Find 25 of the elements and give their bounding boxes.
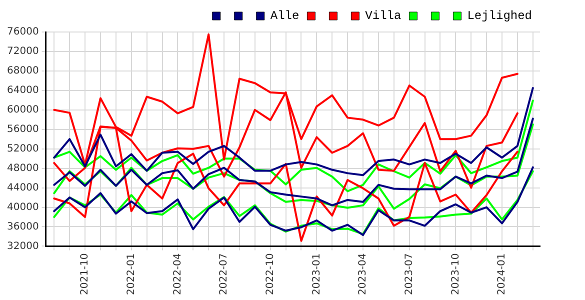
y-tick-label: 44000 <box>7 182 39 194</box>
y-tick-label: 48000 <box>7 162 39 174</box>
y-tick-label: 68000 <box>7 66 39 77</box>
x-tick-label: 2022-10 <box>264 253 276 296</box>
legend-label: Villa <box>365 9 402 24</box>
x-tick-label: 2024-01 <box>496 253 508 296</box>
y-tick-label: 32000 <box>7 240 39 252</box>
x-tick-label: 2021-10 <box>80 253 91 296</box>
x-tick-label: 2022-07 <box>218 253 230 296</box>
x-tick-label: 2023-10 <box>450 253 462 296</box>
y-tick-label: 72000 <box>7 46 39 58</box>
x-tick-label: 2022-01 <box>126 253 137 296</box>
y-tick-label: 40000 <box>7 202 39 213</box>
y-tick-label: 56000 <box>7 124 39 135</box>
x-tick-label: 2023-01 <box>311 253 322 296</box>
x-tick-label: 2023-04 <box>358 253 369 296</box>
y-tick-label: 60000 <box>7 104 39 116</box>
y-tick-label: 52000 <box>7 143 39 154</box>
y-tick-label: 76000 <box>7 26 39 38</box>
legend-label: Alle <box>270 9 300 24</box>
x-tick-label: 2023-07 <box>404 253 415 296</box>
y-tick-label: 36000 <box>7 221 39 232</box>
x-tick-label: 2022-04 <box>172 253 184 296</box>
y-tick-label: 64000 <box>7 85 39 96</box>
legend-label: Lejlighed <box>467 9 532 24</box>
